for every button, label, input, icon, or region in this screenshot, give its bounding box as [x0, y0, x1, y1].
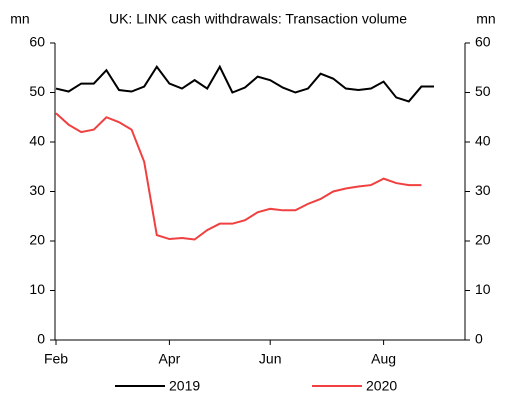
legend-label: 2019	[169, 378, 200, 394]
y2-tick-label: 60	[475, 34, 491, 50]
y2-tick-label: 0	[475, 331, 483, 347]
y2-tick-label: 50	[475, 83, 491, 99]
y-axis-unit: mn	[10, 11, 29, 27]
line-series	[55, 64, 434, 103]
y2-tick-label: 10	[475, 281, 491, 297]
x-tick-label: Feb	[44, 351, 68, 367]
y-tick-label: 0	[37, 331, 45, 347]
x-tick-label: Jun	[259, 351, 282, 367]
x-tick-label: Apr	[159, 351, 181, 367]
y-tick-label: 40	[29, 133, 45, 149]
chart-title: UK: LINK cash withdrawals: Transaction v…	[109, 11, 407, 27]
y-tick-label: 50	[29, 83, 45, 99]
y-tick-label: 30	[29, 182, 45, 198]
legend-label: 2020	[366, 378, 397, 394]
y-tick-label: 60	[29, 34, 45, 50]
y2-tick-label: 20	[475, 232, 491, 248]
y2-axis-unit: mn	[476, 11, 495, 27]
x-tick-label: Aug	[371, 351, 396, 367]
line-series	[55, 112, 422, 241]
y-tick-label: 10	[29, 281, 45, 297]
y-tick-label: 20	[29, 232, 45, 248]
y2-tick-label: 30	[475, 182, 491, 198]
y2-tick-label: 40	[475, 133, 491, 149]
